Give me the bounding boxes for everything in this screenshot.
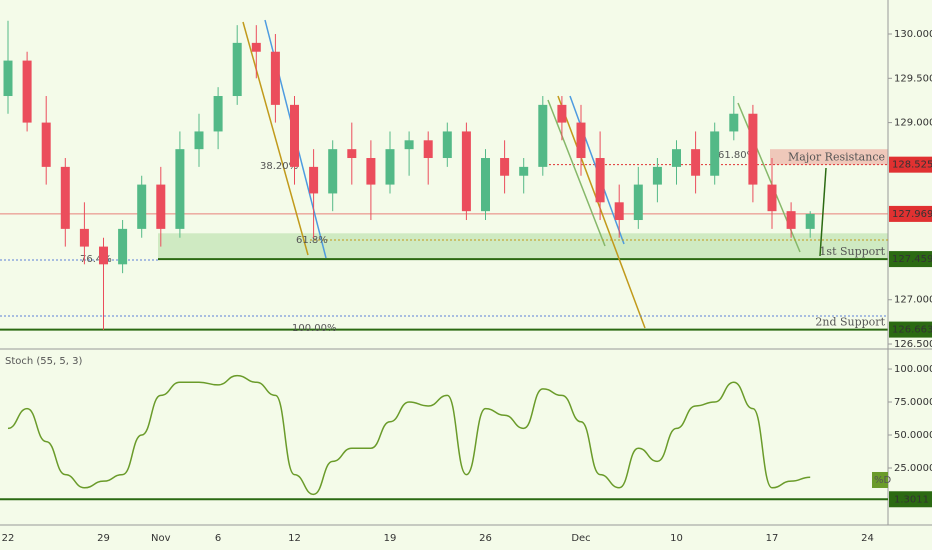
- candle-body: [347, 149, 357, 159]
- x-tick-label: Dec: [571, 533, 590, 544]
- candle-body: [366, 158, 376, 185]
- candle-body: [652, 166, 662, 185]
- x-tick-label: Nov: [151, 533, 171, 544]
- fib-label: 76.4%: [80, 254, 112, 265]
- candle-body: [213, 96, 223, 132]
- y-tick-label: 25.0000: [894, 463, 932, 474]
- price-tag-label: 127.969: [892, 209, 932, 220]
- candle-body: [41, 122, 51, 167]
- candle-body: [595, 158, 605, 203]
- price-tag: [889, 156, 932, 173]
- candle-body: [614, 202, 624, 221]
- price-tag: [889, 321, 932, 338]
- candle-body: [576, 122, 586, 159]
- legend-box: [872, 471, 888, 488]
- candle-body: [442, 131, 452, 159]
- x-tick-label: 10: [670, 533, 683, 544]
- arrow: [819, 167, 827, 257]
- candle-body: [423, 140, 433, 159]
- indicator-title: Stoch (55, 5, 3): [5, 356, 82, 367]
- candle-body: [232, 42, 242, 97]
- candle-body: [137, 184, 147, 229]
- y-tick-label: 50.0000: [894, 430, 932, 441]
- candle-body: [805, 213, 815, 229]
- candle-body: [251, 42, 261, 52]
- y-tick-label: 100.0000: [894, 364, 932, 375]
- price-tag-label: 128.525: [892, 160, 932, 171]
- arrow: [242, 21, 309, 256]
- candle-body: [156, 184, 166, 229]
- y-tick-label: 75.0000: [894, 397, 932, 408]
- candle-body: [385, 149, 395, 185]
- x-tick-label: 12: [288, 533, 301, 544]
- candle-body: [118, 228, 128, 265]
- y-tick-label: 127.000: [894, 295, 932, 306]
- x-tick-label: 6: [215, 533, 221, 544]
- candle-body: [22, 60, 32, 123]
- candle-body: [328, 149, 338, 194]
- candle-body: [99, 246, 108, 265]
- support-zone: [158, 233, 888, 260]
- candle-body: [538, 104, 548, 167]
- candle-body: [175, 149, 185, 229]
- candle-body: [290, 104, 299, 167]
- price-tag: [889, 251, 932, 268]
- candle-body: [461, 131, 471, 212]
- candle-body: [60, 166, 70, 229]
- fib-label: 38.20%: [260, 161, 298, 172]
- price-tag-label: 127.459: [892, 254, 932, 265]
- candle-body: [557, 104, 567, 123]
- candle-body: [404, 140, 414, 150]
- x-tick-label: 22: [2, 533, 15, 544]
- level-label: Major Resistance: [788, 151, 885, 164]
- x-tick-label: 17: [766, 533, 779, 544]
- legend-label: %D: [874, 475, 892, 486]
- y-tick-label: 130.000: [894, 29, 932, 40]
- candle-body: [194, 131, 204, 150]
- price-tag: [889, 491, 932, 508]
- candle-body: [672, 149, 681, 167]
- candle-body: [633, 184, 643, 221]
- x-tick-label: 26: [479, 533, 492, 544]
- candle-body: [691, 149, 701, 176]
- resistance-zone: [770, 149, 888, 165]
- candle-body: [481, 158, 490, 212]
- candle-body: [500, 158, 510, 176]
- candle-body: [3, 60, 13, 97]
- price-tag-label: 126.663: [892, 325, 932, 336]
- stoch-line: [7, 374, 811, 496]
- candle-body: [519, 166, 529, 176]
- fib-label: 100.00%: [292, 323, 337, 334]
- x-tick-label: 29: [97, 533, 110, 544]
- price-tag: [889, 205, 932, 222]
- price-tag-label: 1.3011: [894, 494, 929, 505]
- x-tick-label: 19: [384, 533, 397, 544]
- y-tick-label: 129.500: [894, 73, 932, 84]
- candle-body: [748, 113, 758, 185]
- candle-body: [79, 228, 89, 247]
- fib-label: 61.8%: [296, 235, 328, 246]
- candle-body: [270, 51, 280, 105]
- arrow: [547, 99, 606, 247]
- candle-body: [767, 184, 777, 212]
- level-label: 2nd Support: [815, 316, 885, 329]
- level-label: 1st Support: [819, 245, 885, 258]
- y-tick-label: 129.000: [894, 118, 932, 129]
- x-tick-label: 24: [861, 533, 874, 544]
- candle-body: [309, 166, 319, 194]
- candle-body: [729, 113, 739, 132]
- arrow: [557, 95, 646, 329]
- fib-label: 61.80%: [718, 150, 756, 161]
- candle-body: [710, 131, 720, 176]
- candle-body: [786, 211, 796, 229]
- y-tick-label: 126.500: [894, 339, 932, 350]
